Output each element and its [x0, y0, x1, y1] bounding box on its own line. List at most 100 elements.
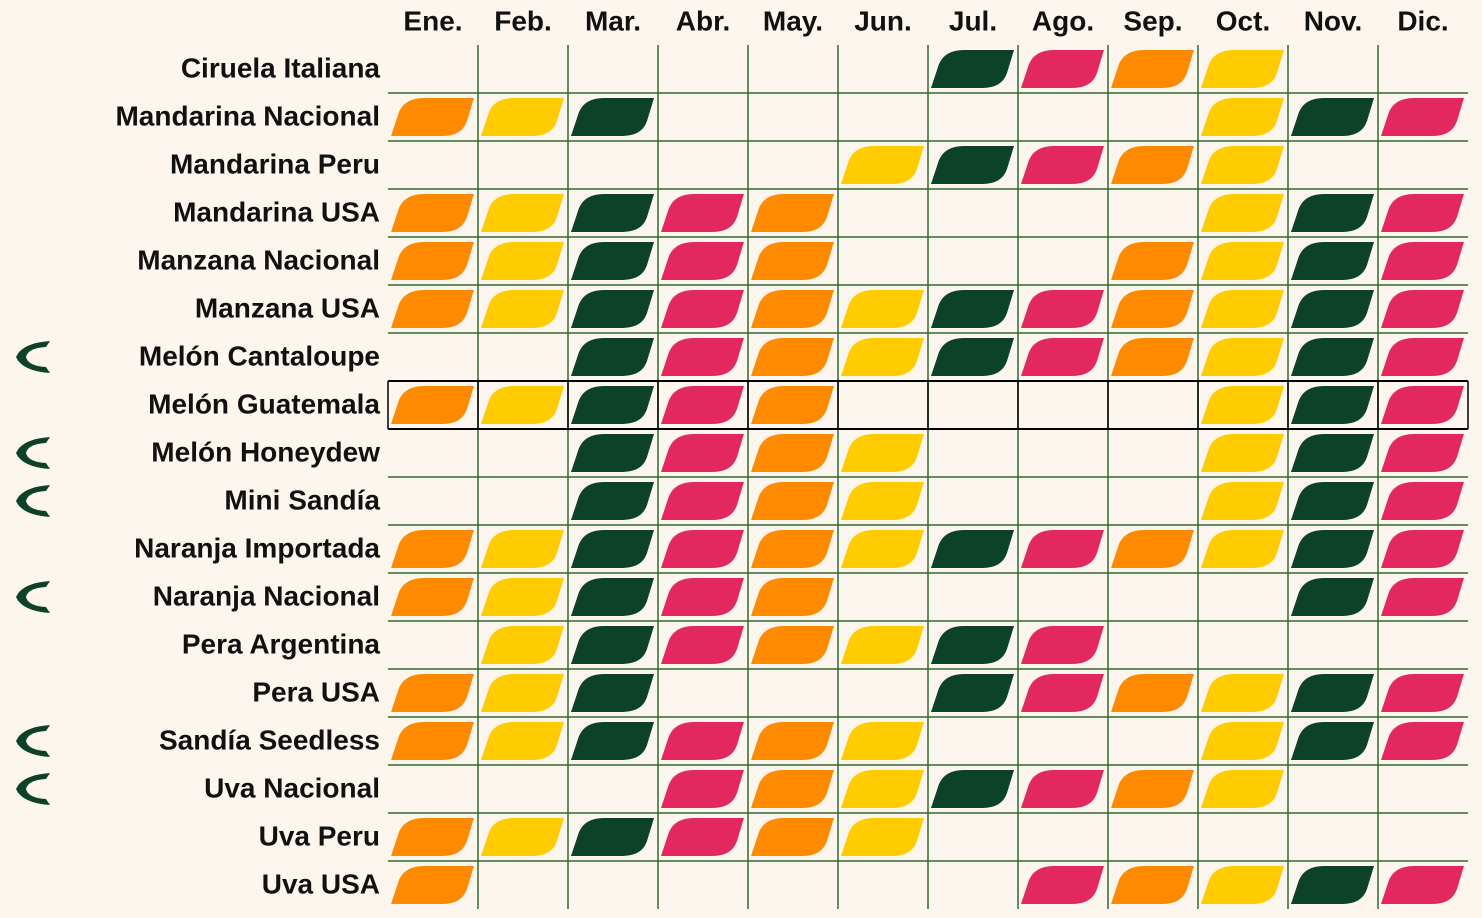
- season-leaf: [1021, 866, 1104, 904]
- season-leaf: [751, 626, 834, 664]
- season-leaf: [1291, 722, 1374, 760]
- season-leaf: [1201, 338, 1284, 376]
- season-leaf: [391, 866, 474, 904]
- season-leaf: [1291, 482, 1374, 520]
- season-leaf: [751, 530, 834, 568]
- row-label: Melón Honeydew: [151, 436, 380, 467]
- season-leaf: [1381, 386, 1464, 424]
- season-leaf: [481, 290, 564, 328]
- season-leaf: [751, 770, 834, 808]
- row-label: Mandarina USA: [173, 196, 380, 227]
- season-leaf: [1021, 146, 1104, 184]
- row-label: Mandarina Peru: [170, 148, 380, 179]
- season-leaf: [751, 578, 834, 616]
- season-leaf: [391, 674, 474, 712]
- season-leaf: [661, 722, 744, 760]
- season-leaf: [661, 386, 744, 424]
- season-leaf: [1201, 98, 1284, 136]
- season-leaf: [571, 482, 654, 520]
- season-leaf: [841, 770, 924, 808]
- season-leaf: [1381, 674, 1464, 712]
- brand-icon: [16, 485, 50, 517]
- month-header: Jun.: [854, 5, 912, 36]
- season-leaf: [391, 98, 474, 136]
- season-leaf: [1201, 722, 1284, 760]
- season-leaf: [391, 386, 474, 424]
- season-leaf: [1201, 434, 1284, 472]
- season-leaf: [931, 146, 1014, 184]
- brand-icon: [16, 773, 50, 805]
- season-leaf: [1381, 338, 1464, 376]
- season-leaf: [1111, 242, 1194, 280]
- season-leaf: [1111, 530, 1194, 568]
- season-leaf: [1381, 194, 1464, 232]
- month-header: Dic.: [1397, 5, 1448, 36]
- season-leaf: [571, 674, 654, 712]
- season-leaf: [661, 530, 744, 568]
- season-leaf: [841, 338, 924, 376]
- season-leaf: [931, 530, 1014, 568]
- season-leaf: [481, 818, 564, 856]
- season-leaf: [1381, 578, 1464, 616]
- season-leaf: [1111, 338, 1194, 376]
- season-leaf: [1291, 866, 1374, 904]
- season-leaf: [571, 194, 654, 232]
- season-leaf: [751, 386, 834, 424]
- season-leaf: [481, 242, 564, 280]
- season-leaf: [931, 674, 1014, 712]
- row-label: Melón Guatemala: [148, 388, 380, 419]
- brand-icon: [16, 341, 50, 373]
- season-leaf: [1111, 50, 1194, 88]
- season-leaf: [1111, 866, 1194, 904]
- season-leaf: [1381, 98, 1464, 136]
- season-leaf: [571, 578, 654, 616]
- row-label: Melón Cantaloupe: [139, 340, 380, 371]
- season-leaf: [751, 818, 834, 856]
- season-leaf: [1291, 290, 1374, 328]
- season-leaf: [661, 626, 744, 664]
- season-leaf: [931, 626, 1014, 664]
- month-header: May.: [763, 5, 823, 36]
- season-leaf: [751, 242, 834, 280]
- season-leaf: [1201, 866, 1284, 904]
- season-leaf: [1111, 290, 1194, 328]
- row-label: Sandía Seedless: [159, 724, 380, 755]
- season-leaf: [391, 722, 474, 760]
- season-leaf: [391, 194, 474, 232]
- season-leaf: [1201, 386, 1284, 424]
- month-header: Jul.: [949, 5, 997, 36]
- season-leaf: [661, 770, 744, 808]
- season-leaf: [1111, 674, 1194, 712]
- season-leaf: [751, 338, 834, 376]
- season-leaf: [1201, 242, 1284, 280]
- season-leaf: [1201, 482, 1284, 520]
- season-leaf: [1291, 242, 1374, 280]
- season-leaf: [481, 98, 564, 136]
- row-label: Uva Nacional: [204, 772, 380, 803]
- month-header: Mar.: [585, 5, 641, 36]
- season-leaf: [571, 530, 654, 568]
- brand-icon: [16, 437, 50, 469]
- season-leaf: [481, 530, 564, 568]
- season-leaf: [1111, 770, 1194, 808]
- season-leaf: [1291, 98, 1374, 136]
- season-leaf: [751, 290, 834, 328]
- month-header: Sep.: [1123, 5, 1182, 36]
- season-leaf: [1201, 146, 1284, 184]
- season-leaf: [1291, 578, 1374, 616]
- season-leaf: [1291, 530, 1374, 568]
- row-label: Ciruela Italiana: [181, 52, 381, 83]
- season-leaf: [571, 386, 654, 424]
- season-leaf: [1021, 626, 1104, 664]
- row-label: Manzana Nacional: [137, 244, 380, 275]
- season-leaf: [841, 818, 924, 856]
- season-leaf: [1381, 722, 1464, 760]
- season-leaf: [1201, 194, 1284, 232]
- season-leaf: [481, 386, 564, 424]
- season-leaf: [841, 146, 924, 184]
- season-leaf: [1381, 530, 1464, 568]
- season-leaf: [1021, 290, 1104, 328]
- season-leaf: [661, 434, 744, 472]
- season-leaf: [391, 530, 474, 568]
